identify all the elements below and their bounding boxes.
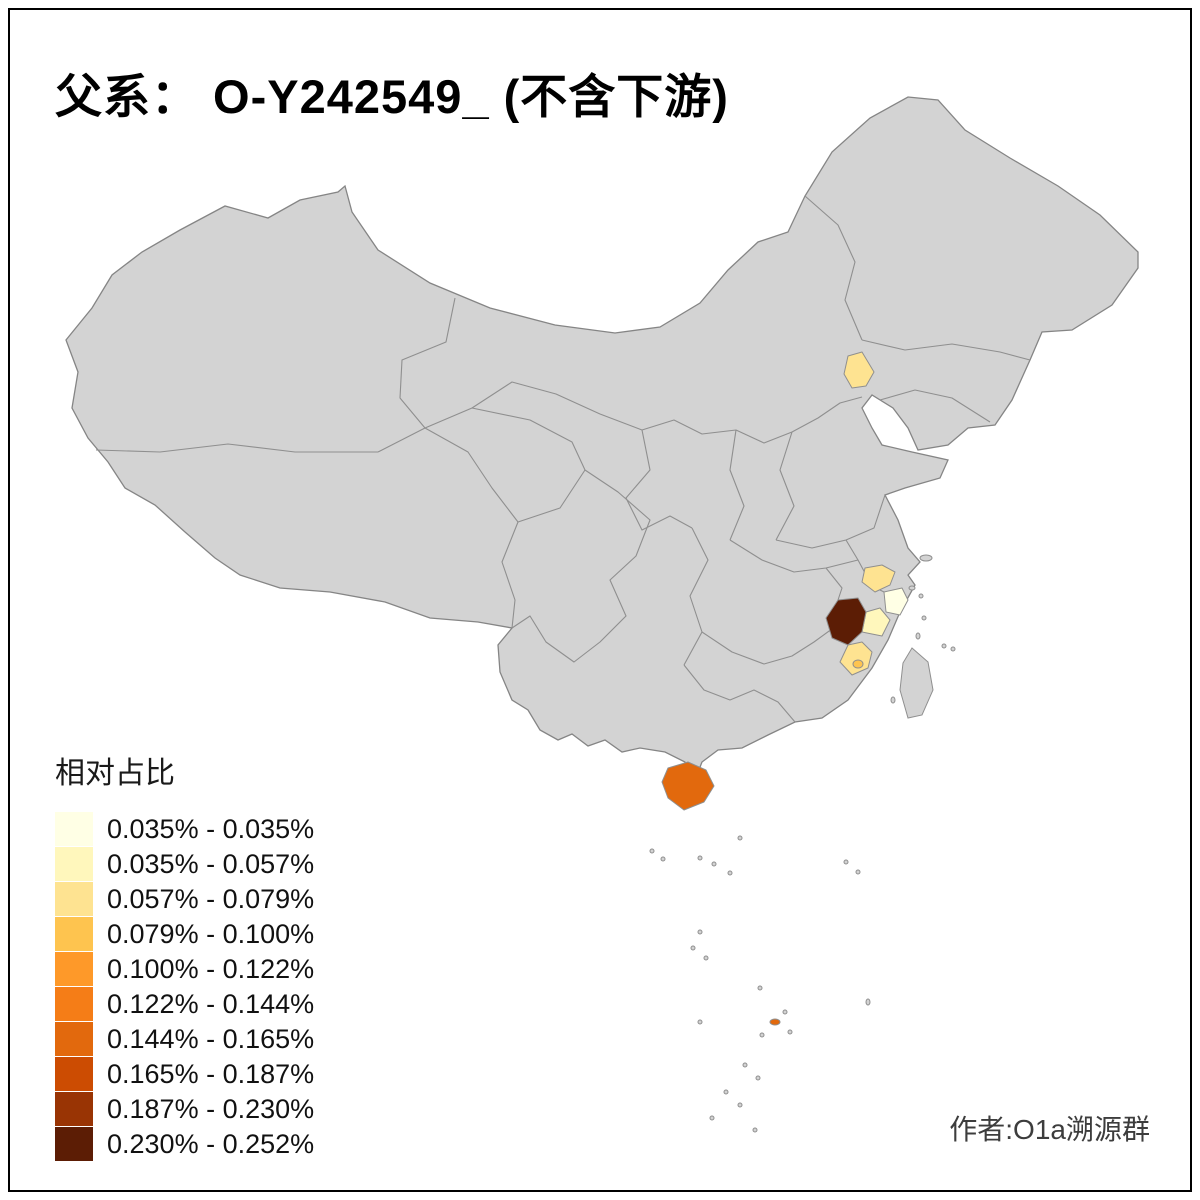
legend-swatch (55, 1092, 93, 1126)
legend-label: 0.079% - 0.100% (107, 918, 315, 949)
legend-row: 0.100% - 0.122% (55, 952, 385, 986)
legend-swatch (55, 812, 93, 846)
author-credit: 作者:O1a溯源群 (949, 1114, 1150, 1145)
legend-swatch (55, 917, 93, 951)
legend-row: 0.079% - 0.100% (55, 917, 385, 951)
legend-row: 0.057% - 0.079% (55, 882, 385, 916)
legend-label: 0.035% - 0.035% (107, 813, 315, 844)
legend-swatch (55, 987, 93, 1021)
legend-label: 0.165% - 0.187% (107, 1058, 315, 1089)
legend-row: 0.035% - 0.057% (55, 847, 385, 881)
legend-row: 0.230% - 0.252% (55, 1127, 385, 1161)
region-tianjin-area (843, 351, 875, 389)
region-wenzhou-spot (852, 659, 864, 669)
legend-row: 0.187% - 0.230% (55, 1092, 385, 1126)
region-jinhua-quzhou-area (825, 597, 867, 646)
legend-swatch (55, 1127, 93, 1161)
legend-swatch (55, 882, 93, 916)
legend-label: 0.144% - 0.165% (107, 1023, 315, 1054)
legend-swatch (55, 847, 93, 881)
legend-row: 0.122% - 0.144% (55, 987, 385, 1021)
legend-label: 0.187% - 0.230% (107, 1093, 315, 1124)
legend-label: 0.122% - 0.144% (107, 988, 315, 1019)
region-wenzhou-area (839, 641, 873, 676)
legend-label: 0.230% - 0.252% (107, 1128, 315, 1159)
legend-row: 0.035% - 0.035% (55, 812, 385, 846)
legend-label: 0.035% - 0.057% (107, 848, 315, 879)
legend-title: 相对占比 (55, 757, 175, 790)
taiwan-island (899, 647, 934, 719)
islands (649, 554, 956, 1133)
figure-title: 父系： O-Y242549_ (不含下游) (55, 70, 729, 123)
legend-row: 0.144% - 0.165% (55, 1022, 385, 1056)
legend-swatch (55, 1057, 93, 1091)
legend-label: 0.100% - 0.122% (107, 953, 315, 984)
region-north-zhejiang (861, 564, 896, 593)
region-ningbo-area (883, 587, 909, 616)
legend-row: 0.165% - 0.187% (55, 1057, 385, 1091)
legend-label: 0.057% - 0.079% (107, 883, 315, 914)
china-mainland (65, 96, 1139, 782)
province-borders (95, 195, 1031, 723)
legend-swatch (55, 1022, 93, 1056)
region-hainan (661, 761, 715, 811)
legend-swatch (55, 952, 93, 986)
region-south-china-sea-island (769, 1018, 781, 1026)
legend: 相对占比 0.035% - 0.035% 0.035% - 0.057% 0.0… (55, 748, 385, 1162)
